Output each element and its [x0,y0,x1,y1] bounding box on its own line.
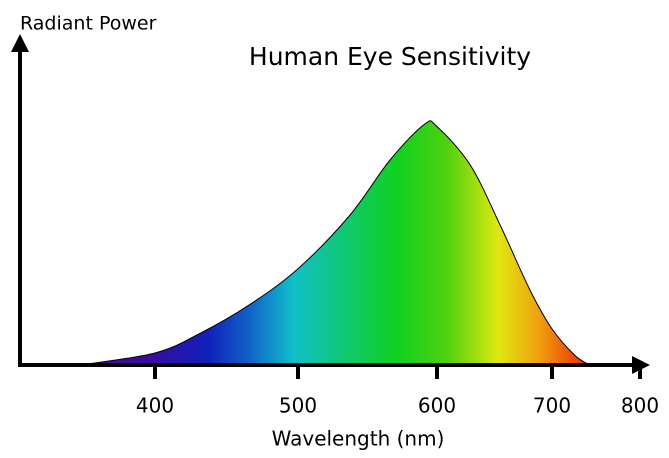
x-axis-label: Wavelength (nm) [272,427,445,451]
x-tick-label: 500 [279,394,317,418]
area [80,120,592,366]
x-arrow [632,356,650,374]
x-tick-label: 700 [533,394,571,418]
x-tick-label: 400 [136,394,174,418]
chart-title: Human Eye Sensitivity [249,42,531,71]
y-axis-label: Radiant Power [20,13,157,35]
y-arrow [11,34,29,52]
x-tick-label: 800 [621,394,659,418]
x-tick-label: 600 [418,394,456,418]
plot [80,120,592,366]
